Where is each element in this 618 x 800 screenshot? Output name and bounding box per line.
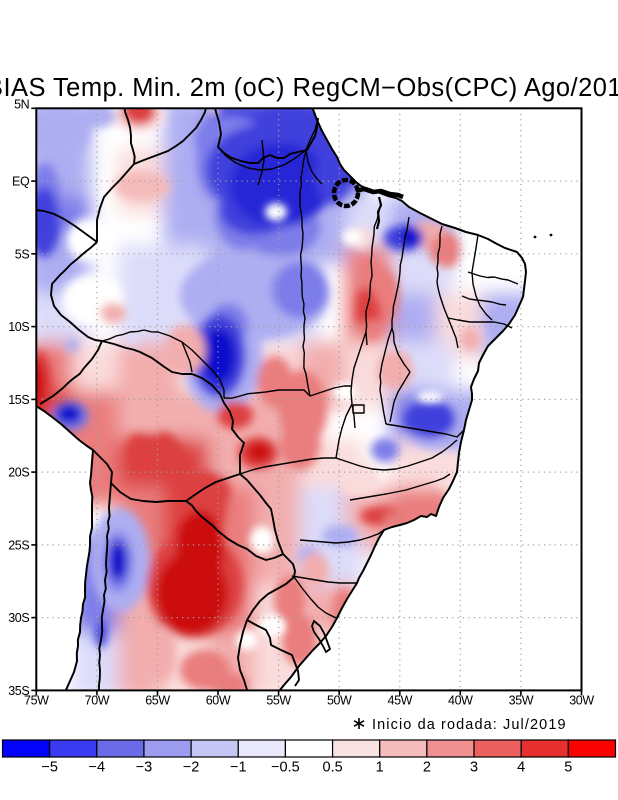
svg-text:1: 1 (376, 760, 384, 776)
svg-text:45W: 45W (388, 693, 413, 707)
svg-text:60W: 60W (206, 693, 231, 707)
svg-text:10S: 10S (8, 320, 29, 334)
svg-text:0.5: 0.5 (323, 760, 343, 776)
svg-text:−2: −2 (183, 760, 200, 776)
svg-text:40W: 40W (448, 693, 473, 707)
svg-text:25S: 25S (8, 538, 29, 552)
svg-text:Inicio da rodada: Jul/2019: Inicio da rodada: Jul/2019 (372, 717, 567, 733)
svg-text:15S: 15S (8, 393, 29, 407)
svg-text:20S: 20S (8, 466, 29, 480)
svg-text:30S: 30S (8, 611, 29, 625)
svg-text:EQ: EQ (12, 175, 30, 189)
svg-text:BIAS Temp. Min. 2m (oC) RegCM−: BIAS Temp. Min. 2m (oC) RegCM−Obs(CPC) A… (0, 74, 618, 102)
svg-text:70W: 70W (85, 693, 110, 707)
svg-text:75W: 75W (24, 693, 49, 707)
svg-text:50W: 50W (327, 693, 352, 707)
svg-text:35S: 35S (8, 684, 29, 698)
svg-text:65W: 65W (145, 693, 170, 707)
svg-text:35W: 35W (509, 693, 534, 707)
svg-text:−1: −1 (230, 760, 247, 776)
svg-text:5S: 5S (15, 247, 30, 261)
svg-text:3: 3 (470, 760, 478, 776)
svg-text:−4: −4 (89, 760, 106, 776)
svg-text:5N: 5N (14, 97, 30, 111)
svg-text:2: 2 (423, 760, 431, 776)
svg-text:−5: −5 (41, 760, 58, 776)
svg-text:30W: 30W (569, 693, 594, 707)
svg-text:5: 5 (564, 760, 572, 776)
svg-text:4: 4 (517, 760, 525, 776)
svg-text:−3: −3 (136, 760, 153, 776)
svg-text:−0.5: −0.5 (271, 760, 300, 776)
svg-text:55W: 55W (266, 693, 291, 707)
